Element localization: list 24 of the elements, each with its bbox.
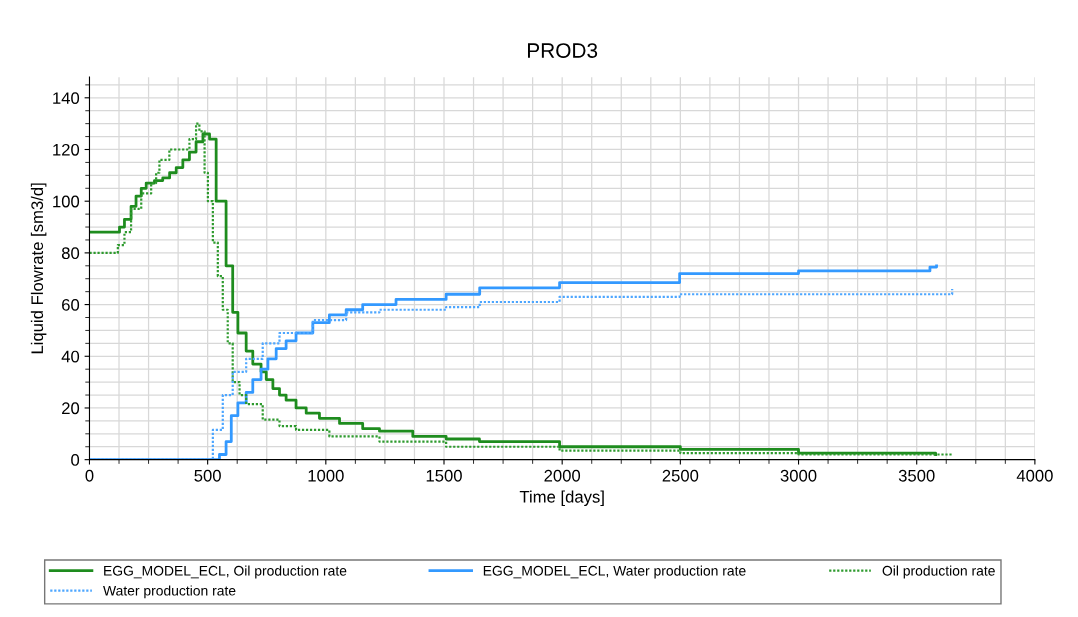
y-tick-label: 60 xyxy=(62,298,80,311)
chart-title: PROD3 xyxy=(528,43,598,58)
x-tick-label: 4000 xyxy=(1016,469,1053,482)
x-tick-label: 1500 xyxy=(426,469,462,482)
y-tick-label: 100 xyxy=(53,195,80,208)
legend-label: Water production rate xyxy=(103,585,236,599)
x-tick-label: 3000 xyxy=(780,469,817,482)
x-tick-label: 500 xyxy=(194,469,221,482)
x-tick-label: 2000 xyxy=(544,469,581,482)
y-tick-label: 40 xyxy=(61,350,80,363)
y-tick-label: 80 xyxy=(61,247,80,260)
y-tick-label: 0 xyxy=(71,454,80,466)
y-axis-title: Liquid Flowrate [sm3/d] xyxy=(30,183,47,354)
x-tick-label: 3500 xyxy=(898,469,935,482)
x-axis-title: Time [days] xyxy=(519,490,604,507)
x-tick-label: 0 xyxy=(85,469,94,482)
legend-label: EGG_MODEL_ECL, Oil production rate xyxy=(104,565,347,579)
y-tick-label: 20 xyxy=(62,402,80,415)
y-tick-label: 120 xyxy=(53,143,80,156)
x-tick-label: 2500 xyxy=(662,469,699,482)
x-tick-label: 1000 xyxy=(308,469,344,482)
y-tick-label: 140 xyxy=(53,92,80,105)
legend-label: EGG_MODEL_ECL, Water production rate xyxy=(483,565,746,579)
legend-label: Oil production rate xyxy=(882,565,995,579)
